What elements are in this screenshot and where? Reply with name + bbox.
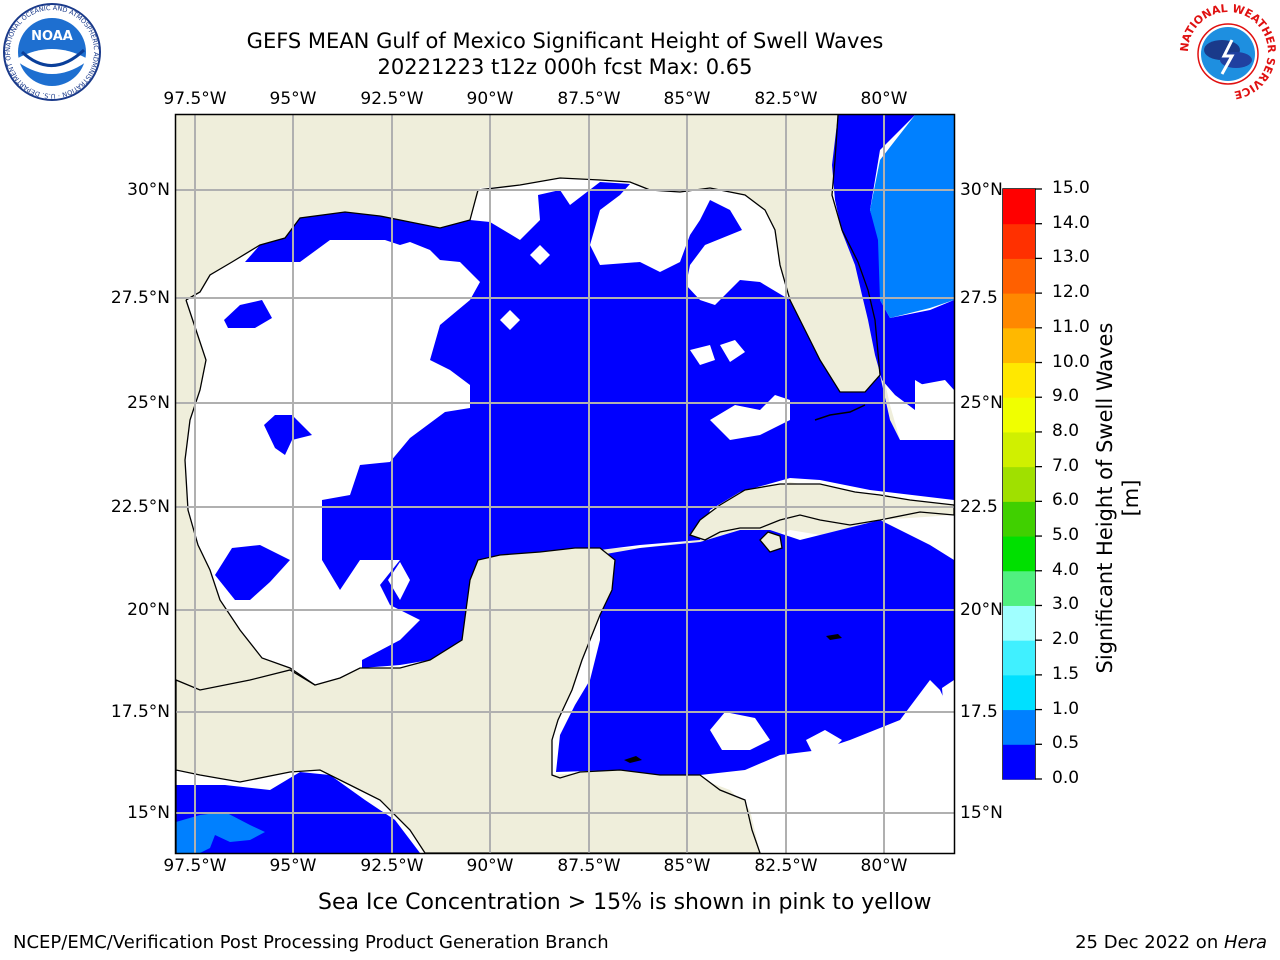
lat-label-left: 20°N	[127, 600, 170, 620]
lat-label-right: 20°N	[960, 600, 1003, 620]
lon-label-top: 90°W	[466, 89, 514, 109]
colorbar-segment	[1003, 640, 1035, 676]
colorbar-tick-label: 5.0	[1052, 525, 1080, 546]
lat-label-left: 25°N	[127, 393, 170, 413]
lon-label-bottom: 85°W	[663, 856, 711, 876]
colorbar-segment	[1003, 293, 1035, 329]
colorbar	[1002, 188, 1042, 780]
colorbar-tick-label: 12.0	[1052, 282, 1090, 303]
colorbar-tick-label: 9.0	[1052, 386, 1080, 407]
colorbar-segment	[1003, 258, 1035, 294]
svg-text:NOAA: NOAA	[31, 29, 73, 44]
colorbar-tick-label: 11.0	[1052, 316, 1090, 337]
lon-label-top: 87.5°W	[557, 89, 621, 109]
north-coastline	[185, 115, 881, 393]
colorbar-segment	[1003, 189, 1035, 225]
lat-label-right: 22.5	[960, 497, 998, 517]
colorbar-segment	[1003, 362, 1035, 398]
lat-label-left: 15°N	[127, 803, 170, 823]
colorbar-segment	[1003, 327, 1035, 364]
swell-contour-0.5-1.0	[176, 115, 954, 853]
lat-label-right: 25°N	[960, 393, 1003, 413]
sea-ice-caption: Sea Ice Concentration > 15% is shown in …	[318, 890, 932, 915]
colorbar-segment	[1003, 397, 1035, 433]
colorbar-tick-label: 7.0	[1052, 455, 1080, 476]
colorbar-label: Significant Height of Swell Waves [m]	[1093, 322, 1143, 674]
no-data-patches	[388, 245, 954, 752]
colorbar-segment	[1003, 570, 1035, 606]
lon-label-top: 97.5°W	[163, 89, 227, 109]
lat-label-left: 22.5°N	[110, 497, 170, 517]
nws-logo: NATIONAL WEATHER SERVICE	[1178, 2, 1278, 101]
west-coastline	[184, 299, 316, 686]
lon-label-bottom: 82.5°W	[754, 856, 818, 876]
colorbar-segment	[1003, 605, 1035, 641]
lon-label-top: 85°W	[663, 89, 711, 109]
footer-host: Hera	[1223, 932, 1267, 953]
lon-label-bottom: 90°W	[466, 856, 514, 876]
colorbar-segment	[1003, 223, 1035, 259]
lon-label-bottom: 87.5°W	[557, 856, 621, 876]
footer-date: 25 Dec 2022 on Hera	[1075, 932, 1267, 953]
lat-label-left: 30°N	[127, 180, 170, 200]
colorbar-segment	[1003, 674, 1035, 711]
colorbar-tick-label: 3.0	[1052, 594, 1080, 615]
colorbar-tick-label: 13.0	[1052, 247, 1090, 268]
lat-label-right: 17.5	[960, 702, 998, 722]
lat-label-right: 15°N	[960, 803, 1003, 823]
colorbar-segment	[1003, 431, 1035, 468]
map-subtitle: 20221223 t12z 000h fcst Max: 0.65	[377, 55, 753, 79]
colorbar-tick-label: 6.0	[1052, 490, 1080, 511]
lon-label-bottom: 95°W	[269, 856, 317, 876]
colorbar-tick-label: 1.5	[1052, 663, 1080, 684]
lon-label-bottom: 80°W	[860, 856, 908, 876]
colorbar-tick-label: 0.5	[1052, 733, 1080, 754]
map-title: GEFS MEAN Gulf of Mexico Significant Hei…	[246, 29, 884, 53]
colorbar-tick-label: 8.0	[1052, 420, 1080, 441]
lat-label-left: 27.5°N	[110, 288, 170, 308]
lon-label-top: 82.5°W	[754, 89, 818, 109]
colorbar-tick-label: 10.0	[1052, 351, 1090, 372]
colorbar-segment	[1003, 744, 1035, 780]
lon-label-top: 95°W	[269, 89, 317, 109]
colorbar-tick-label: 2.0	[1052, 629, 1080, 650]
land-outlines	[176, 483, 954, 853]
noaa-logo: NATIONAL OCEANIC AND ATMOSPHERIC ADMINIS…	[2, 2, 101, 101]
colorbar-segment	[1003, 466, 1035, 502]
colorbar-tick-label: 0.0	[1052, 768, 1080, 788]
colorbar-tick-label: 1.0	[1052, 698, 1080, 719]
lon-label-top: 80°W	[860, 89, 908, 109]
colorbar-tick-label: 14.0	[1052, 212, 1090, 233]
colorbar-segment	[1003, 536, 1035, 572]
island-bay	[624, 756, 642, 763]
colorbar-segment	[1003, 709, 1035, 745]
lat-label-left: 17.5°N	[110, 702, 170, 722]
map-frame	[174, 113, 956, 855]
lat-label-right: 27.5	[960, 288, 998, 308]
gridlines	[176, 115, 954, 853]
lat-label-right: 30°N	[960, 180, 1003, 200]
colorbar-tick-label: 15.0	[1052, 178, 1090, 198]
footer-branch: NCEP/EMC/Verification Post Processing Pr…	[13, 932, 609, 953]
colorbar-segment	[1003, 501, 1035, 537]
colorbar-tick-label: 4.0	[1052, 559, 1080, 580]
lon-label-top: 92.5°W	[360, 89, 424, 109]
keys-coastline	[814, 404, 866, 421]
lon-label-bottom: 97.5°W	[163, 856, 227, 876]
lon-label-bottom: 92.5°W	[360, 856, 424, 876]
island-cayman	[826, 634, 842, 640]
